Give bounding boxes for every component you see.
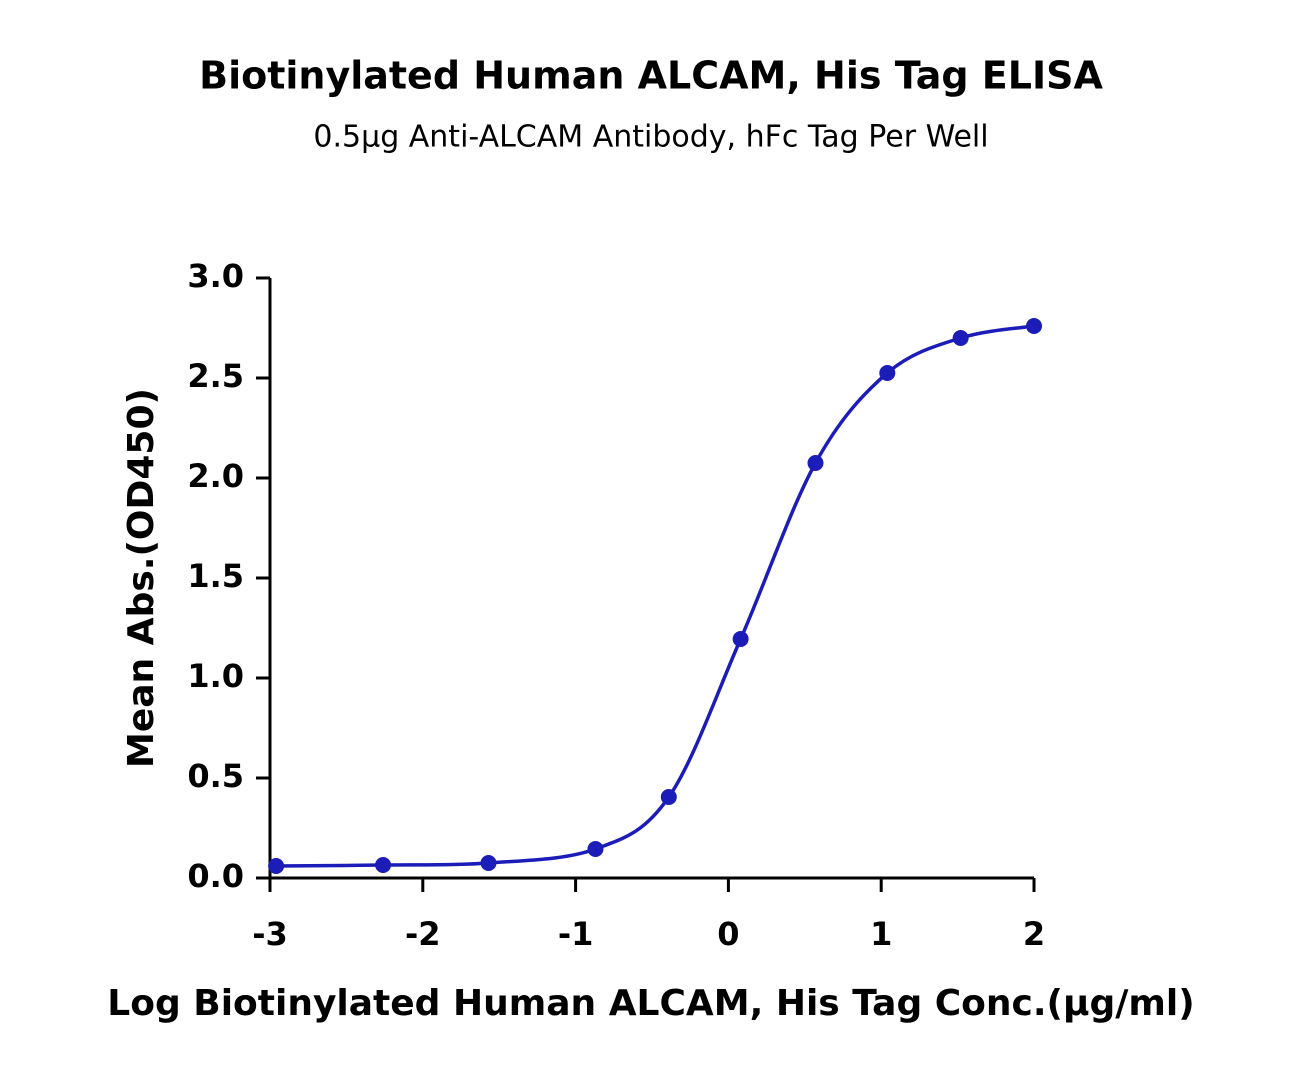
y-tick-label: 1.0 [187, 657, 244, 695]
data-point [587, 841, 604, 857]
x-tick-label: 0 [717, 915, 739, 953]
y-tick-label: 2.5 [187, 357, 244, 395]
data-point [480, 855, 497, 871]
data-point [1026, 318, 1042, 334]
y-tick-label: 0.5 [187, 757, 244, 795]
x-tick-label: 1 [870, 915, 892, 953]
data-point [879, 365, 896, 381]
y-axis-label: Mean Abs.(OD450) [121, 388, 162, 768]
data-point [732, 631, 749, 647]
data-point [807, 455, 824, 471]
x-tick-label: 2 [1023, 915, 1045, 953]
data-point [268, 858, 285, 874]
data-point [660, 789, 677, 805]
y-tick-label: 2.0 [187, 457, 244, 495]
y-tick-label: 3.0 [187, 257, 244, 295]
chart-subtitle: 0.5μg Anti-ALCAM Antibody, hFc Tag Per W… [313, 120, 988, 155]
x-tick-label: -1 [558, 915, 594, 953]
x-axis-label: Log Biotinylated Human ALCAM, His Tag Co… [107, 983, 1194, 1024]
fit-curve [276, 324, 1035, 868]
x-tick-label: -2 [405, 915, 441, 953]
data-point [375, 857, 392, 873]
chart-title: Biotinylated Human ALCAM, His Tag ELISA [199, 54, 1103, 98]
x-tick-label: -3 [252, 915, 288, 953]
data-point [952, 330, 969, 346]
y-tick-label: 1.5 [187, 557, 244, 595]
y-tick-label: 0.0 [187, 857, 244, 895]
